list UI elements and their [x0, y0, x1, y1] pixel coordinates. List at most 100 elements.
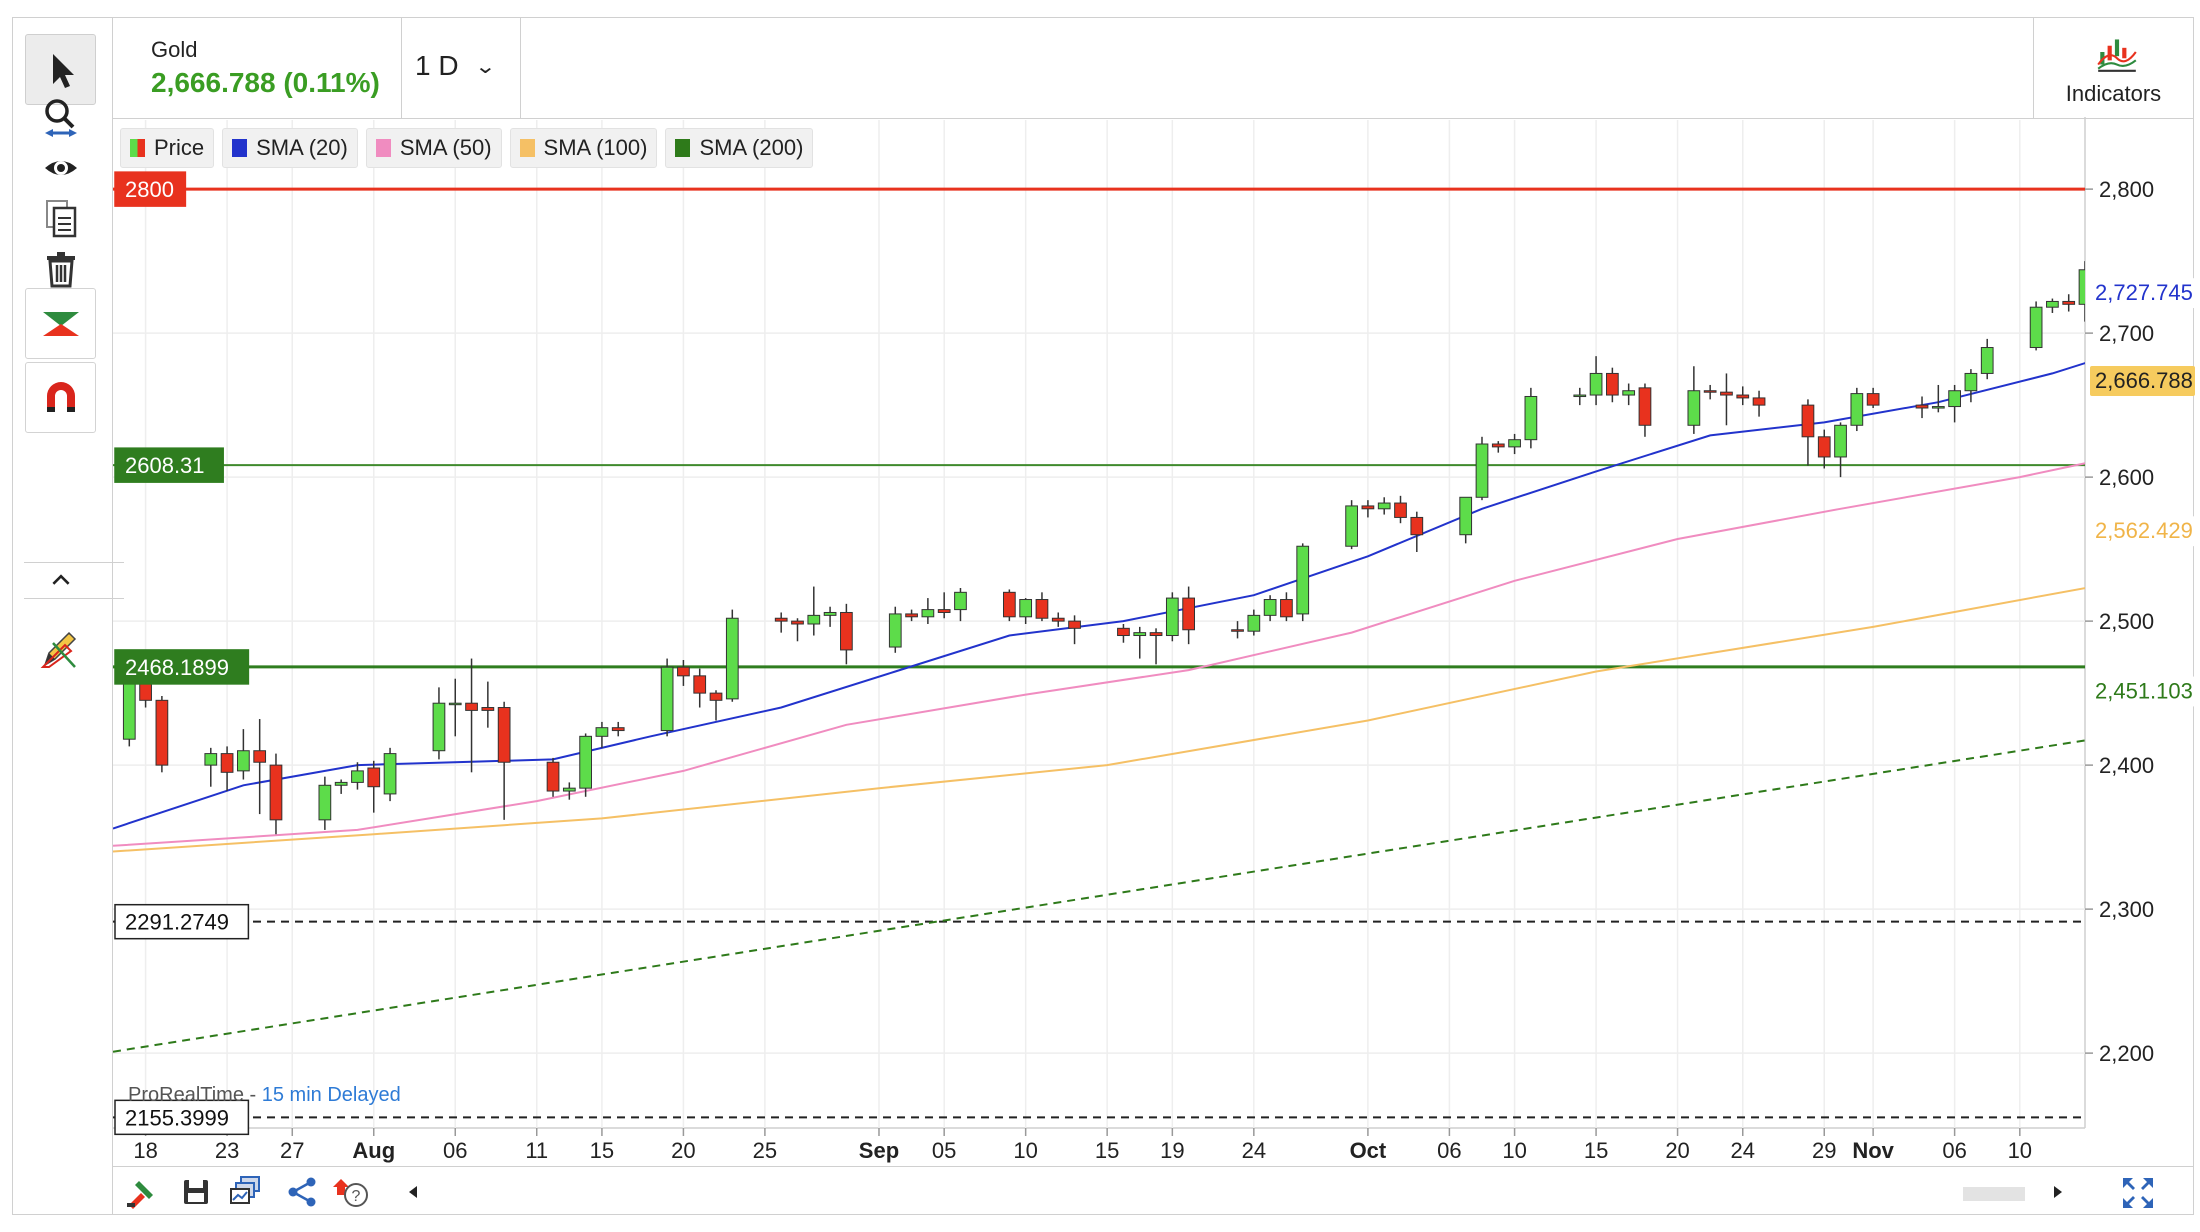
- candle-body[interactable]: [840, 611, 853, 651]
- pointer-tool-button[interactable]: [25, 34, 96, 105]
- candle-body[interactable]: [253, 750, 267, 763]
- level-label-box[interactable]: [114, 1099, 250, 1136]
- candle-body[interactable]: [888, 613, 902, 648]
- level-label-box[interactable]: [114, 903, 250, 940]
- candle-body[interactable]: [1638, 387, 1652, 426]
- candle-body[interactable]: [660, 666, 674, 732]
- candle-body[interactable]: [1589, 372, 1603, 396]
- candle-body[interactable]: [1687, 390, 1701, 426]
- candle-body[interactable]: [1459, 496, 1473, 536]
- candle-body[interactable]: [709, 692, 723, 701]
- candle-body[interactable]: [1133, 632, 1147, 637]
- candle-body[interactable]: [2078, 269, 2091, 305]
- magnet-button[interactable]: [25, 362, 96, 433]
- candle-body[interactable]: [432, 702, 446, 752]
- scroll-track[interactable]: [443, 1181, 2143, 1201]
- candle-body[interactable]: [2029, 306, 2043, 349]
- candle-body[interactable]: [1361, 505, 1375, 510]
- candle-body[interactable]: [1035, 599, 1049, 619]
- candle-body[interactable]: [1019, 599, 1033, 618]
- candle-body[interactable]: [383, 753, 397, 795]
- candle-body[interactable]: [465, 702, 478, 711]
- candle-body[interactable]: [1736, 394, 1750, 399]
- level-label-box[interactable]: [114, 447, 224, 483]
- delete-button[interactable]: [25, 233, 96, 304]
- candle-body[interactable]: [1296, 545, 1310, 615]
- tools-icon[interactable]: [125, 1175, 159, 1209]
- candle-body[interactable]: [1817, 436, 1831, 458]
- level-label-box[interactable]: [114, 171, 187, 207]
- candle-body[interactable]: [1606, 372, 1619, 396]
- candle-body[interactable]: [1508, 439, 1521, 448]
- candle-body[interactable]: [1622, 390, 1636, 396]
- timeframe-dropdown[interactable]: 1 D ⌄: [415, 45, 510, 87]
- candle-body[interactable]: [1149, 632, 1163, 637]
- candle-body[interactable]: [334, 781, 348, 786]
- candle-body[interactable]: [1801, 404, 1815, 438]
- candle-body[interactable]: [1866, 393, 1880, 406]
- candle-body[interactable]: [791, 620, 804, 625]
- help-icon[interactable]: ?: [331, 1175, 371, 1209]
- candle-body[interactable]: [481, 707, 495, 711]
- share-icon[interactable]: [285, 1175, 319, 1209]
- save-icon[interactable]: [179, 1175, 213, 1209]
- candle-body[interactable]: [351, 770, 364, 783]
- candle-body[interactable]: [677, 666, 690, 677]
- candle-body[interactable]: [497, 707, 511, 763]
- candle-body[interactable]: [546, 761, 560, 792]
- candle-body[interactable]: [937, 609, 951, 613]
- candle-body[interactable]: [954, 591, 967, 611]
- candle-body[interactable]: [1931, 406, 1945, 409]
- candle-body[interactable]: [693, 675, 707, 694]
- candle-body[interactable]: [562, 787, 576, 792]
- candle-body[interactable]: [595, 727, 609, 737]
- legend-item-sma50[interactable]: SMA (50): [365, 128, 502, 168]
- zoom-tool-button[interactable]: [25, 81, 96, 152]
- legend-item-sma200[interactable]: SMA (200): [665, 128, 814, 168]
- candle-body[interactable]: [807, 614, 821, 625]
- candle-body[interactable]: [1491, 443, 1505, 448]
- candle-body[interactable]: [155, 699, 169, 766]
- copy-button[interactable]: [25, 182, 96, 253]
- candle-body[interactable]: [237, 750, 250, 772]
- level-label-box[interactable]: [114, 649, 250, 685]
- candle-body[interactable]: [204, 753, 218, 766]
- candle-body[interactable]: [1720, 391, 1733, 396]
- candle-body[interactable]: [1068, 620, 1081, 629]
- fullscreen-icon[interactable]: [2120, 1175, 2156, 1211]
- candle-body[interactable]: [2062, 300, 2076, 305]
- scroll-right-icon[interactable]: [2048, 1175, 2068, 1209]
- layouts-icon[interactable]: [229, 1175, 263, 1209]
- legend-item-sma20[interactable]: SMA (20): [222, 128, 358, 168]
- candle-body[interactable]: [1117, 627, 1130, 637]
- legend-item-price[interactable]: Price: [120, 128, 215, 168]
- legend-item-sma100[interactable]: SMA (100): [509, 128, 658, 168]
- candle-body[interactable]: [1002, 591, 1016, 618]
- candle-body[interactable]: [367, 767, 381, 788]
- candle-body[interactable]: [1247, 614, 1261, 632]
- scroll-left-icon[interactable]: [403, 1175, 423, 1209]
- candle-body[interactable]: [2046, 300, 2059, 308]
- candle-body[interactable]: [1263, 599, 1277, 616]
- candle-body[interactable]: [1915, 404, 1929, 409]
- candle-body[interactable]: [1573, 394, 1587, 398]
- candle-body[interactable]: [1280, 599, 1293, 618]
- candle-body[interactable]: [1475, 443, 1489, 498]
- candle-body[interactable]: [1948, 390, 1961, 408]
- candle-body[interactable]: [1377, 502, 1391, 510]
- candle-body[interactable]: [725, 617, 739, 700]
- candle-body[interactable]: [1980, 347, 1994, 374]
- candle-body[interactable]: [921, 609, 935, 618]
- candle-body[interactable]: [1834, 424, 1847, 458]
- candle-body[interactable]: [611, 727, 625, 732]
- candle-body[interactable]: [1165, 597, 1179, 637]
- candle-body[interactable]: [1182, 597, 1196, 631]
- candle-body[interactable]: [448, 702, 462, 706]
- candle-body[interactable]: [1703, 390, 1717, 393]
- candle-body[interactable]: [269, 764, 283, 821]
- candle-body[interactable]: [774, 617, 788, 622]
- candle-body[interactable]: [1524, 395, 1538, 441]
- candle-body[interactable]: [1410, 516, 1424, 536]
- drawing-tools-button[interactable]: [25, 613, 96, 684]
